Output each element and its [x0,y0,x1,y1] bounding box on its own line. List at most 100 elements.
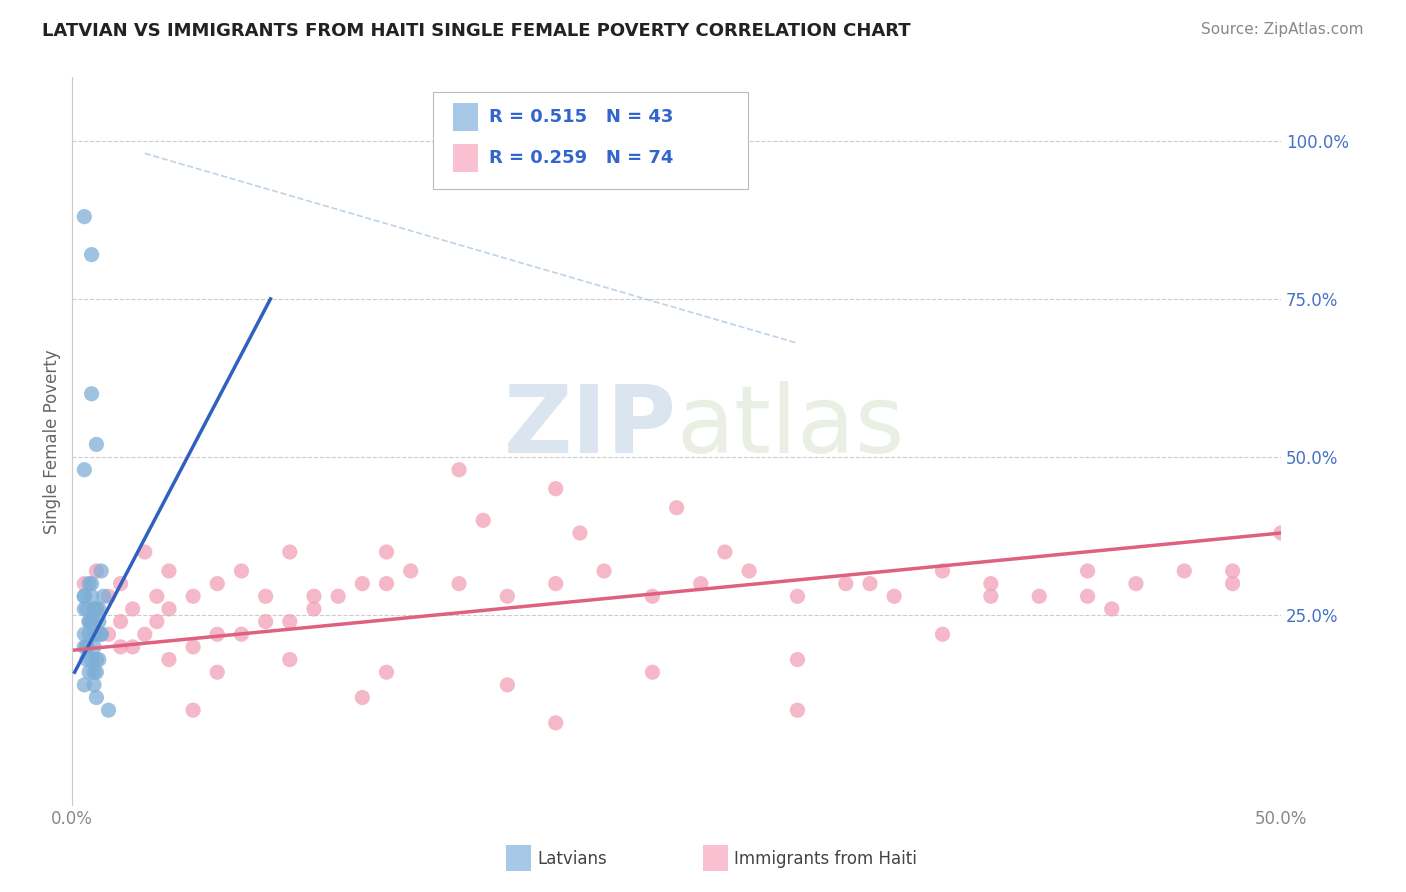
Point [73,589,96,603]
Point [980,576,1002,591]
Point [1077,564,1099,578]
Point [1125,576,1147,591]
Point [568,526,591,541]
Point [86,437,108,451]
Point [134,627,156,641]
Point [80,247,103,261]
Point [375,545,398,559]
Point [980,589,1002,603]
Point [80,652,103,666]
Point [86,690,108,705]
Point [302,602,325,616]
Point [97,703,120,717]
Point [641,665,664,680]
Point [157,602,180,616]
Point [86,602,108,616]
Point [86,564,108,578]
Point [544,715,567,730]
Point [80,576,103,591]
Point [786,652,808,666]
Point [76,652,98,666]
Point [665,500,688,515]
Point [859,576,882,591]
Point [121,602,143,616]
Point [146,589,169,603]
Point [544,576,567,591]
Point [1222,576,1244,591]
Text: Latvians: Latvians [537,850,607,868]
Point [76,640,98,654]
Point [278,652,301,666]
Point [77,665,100,680]
Point [641,589,664,603]
Point [1101,602,1123,616]
Point [87,652,110,666]
Point [77,627,100,641]
Point [738,564,761,578]
Point [110,576,132,591]
Point [207,665,229,680]
Point [87,602,110,616]
Point [90,627,112,641]
Point [399,564,422,578]
Point [157,652,180,666]
Text: atlas: atlas [676,381,905,473]
Point [86,627,108,641]
Point [1222,564,1244,578]
Point [83,678,105,692]
Point [447,576,470,591]
Point [73,640,96,654]
Point [73,627,96,641]
Point [689,576,711,591]
Point [254,615,277,629]
Point [181,589,204,603]
Point [1270,526,1292,541]
Text: Immigrants from Haiti: Immigrants from Haiti [734,850,917,868]
Point [786,703,808,717]
Point [181,640,204,654]
Point [714,545,737,559]
Point [73,210,96,224]
Point [231,564,253,578]
Point [352,690,374,705]
Text: Source: ZipAtlas.com: Source: ZipAtlas.com [1201,22,1364,37]
Point [146,615,169,629]
Point [90,564,112,578]
Point [77,615,100,629]
Point [86,652,108,666]
Point [110,640,132,654]
Text: R = 0.515   N = 43: R = 0.515 N = 43 [489,108,673,126]
Point [931,627,953,641]
Text: LATVIAN VS IMMIGRANTS FROM HAITI SINGLE FEMALE POVERTY CORRELATION CHART: LATVIAN VS IMMIGRANTS FROM HAITI SINGLE … [42,22,911,40]
Point [97,627,120,641]
Point [472,513,495,527]
Point [83,627,105,641]
Point [447,463,470,477]
Point [883,589,905,603]
Point [231,627,253,641]
Point [73,576,96,591]
Point [76,602,98,616]
Point [110,615,132,629]
Point [80,615,103,629]
Point [1173,564,1195,578]
Point [157,564,180,578]
Point [544,482,567,496]
Point [73,678,96,692]
Point [931,564,953,578]
Point [86,602,108,616]
Point [86,665,108,680]
Point [134,545,156,559]
Point [181,703,204,717]
Point [302,589,325,603]
Point [352,576,374,591]
Text: ZIP: ZIP [503,381,676,473]
Point [97,589,120,603]
Point [83,602,105,616]
Point [73,602,96,616]
Point [83,640,105,654]
Point [73,589,96,603]
Point [1077,589,1099,603]
Point [77,576,100,591]
Point [73,463,96,477]
